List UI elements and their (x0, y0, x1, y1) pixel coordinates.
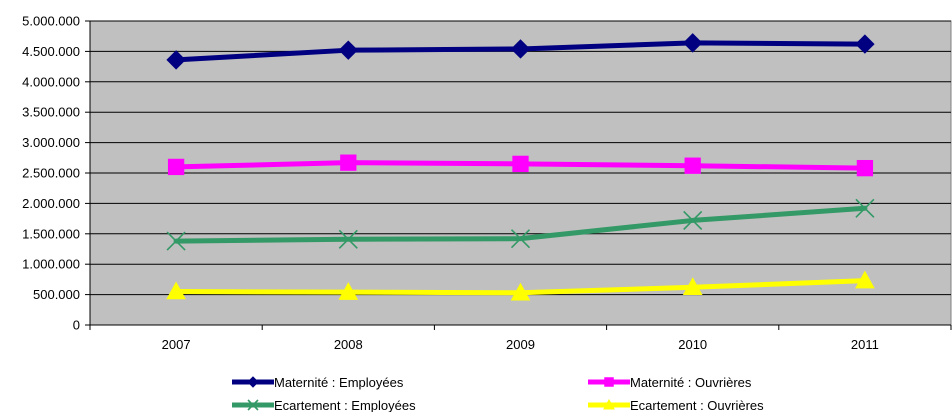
marker-stroke (510, 229, 531, 249)
data-point (510, 229, 531, 249)
legend-swatch-marker (247, 399, 259, 411)
data-point (167, 158, 185, 176)
data-point (510, 39, 531, 59)
data-point (166, 281, 186, 300)
y-tick-label: 4.500.000 (22, 44, 80, 59)
y-tick-label: 1.500.000 (22, 226, 80, 241)
data-point (340, 154, 357, 171)
data-point (855, 270, 875, 289)
legend-item: Maternité : Ouvrières (588, 375, 752, 390)
series-2 (167, 154, 874, 177)
data-point (166, 50, 186, 70)
series-3 (166, 198, 875, 251)
series-group (166, 33, 875, 301)
y-tick-label: 3.500.000 (22, 105, 80, 120)
marker-stroke (683, 210, 703, 230)
legend-swatch-marker (604, 377, 614, 387)
y-tick-label: 5.000.000 (22, 14, 80, 29)
data-point (855, 34, 875, 54)
legend-label: Maternité : Employées (274, 375, 404, 390)
data-point (682, 33, 703, 53)
marker-stroke (338, 229, 358, 249)
legend-item: Ecartement : Ouvrières (588, 398, 764, 412)
data-point (855, 198, 875, 218)
y-tick-label: 2.000.000 (22, 196, 80, 211)
y-tick-label: 1.000.000 (22, 257, 80, 272)
x-tick-label: 2009 (506, 337, 535, 352)
x-tick-label: 2011 (851, 337, 879, 352)
legend-item: Ecartement : Employées (232, 398, 416, 412)
legend-label: Ecartement : Ouvrières (630, 398, 764, 412)
legend-swatch-marker (247, 376, 259, 388)
legend-item: Maternité : Employées (232, 375, 404, 390)
series-4 (166, 270, 875, 301)
legend-swatch-marker (603, 398, 615, 410)
legend-label: Maternité : Ouvrières (630, 375, 752, 390)
legend: Maternité : Employées Maternité : Ouvrièr… (232, 375, 764, 412)
marker-stroke (247, 399, 259, 411)
marker-stroke (855, 198, 875, 218)
legend-label: Ecartement : Employées (274, 398, 416, 412)
y-tick-label: 2.500.000 (22, 166, 80, 181)
data-point (684, 157, 701, 174)
data-point (856, 159, 874, 177)
data-point (166, 231, 186, 251)
series-1 (166, 33, 875, 70)
data-point (338, 229, 358, 249)
y-tick-label: 3.000.000 (22, 135, 80, 150)
data-point (682, 277, 703, 296)
data-point (512, 155, 529, 173)
x-tick-label: 2007 (162, 337, 191, 352)
axes: 0 500.000 1.000.000 1.500.000 2.000.000 2.500… (22, 14, 952, 352)
data-point (338, 40, 359, 60)
x-tick-label: 2008 (334, 337, 363, 352)
data-point (510, 282, 531, 301)
y-tick-label: 0 (73, 318, 80, 333)
data-point (338, 282, 359, 300)
y-tick-label: 4.000.000 (22, 74, 80, 89)
x-tick-label: 2010 (678, 337, 707, 352)
data-point (683, 210, 703, 230)
marker-stroke (166, 231, 186, 251)
y-tick-label: 500.000 (33, 287, 80, 302)
